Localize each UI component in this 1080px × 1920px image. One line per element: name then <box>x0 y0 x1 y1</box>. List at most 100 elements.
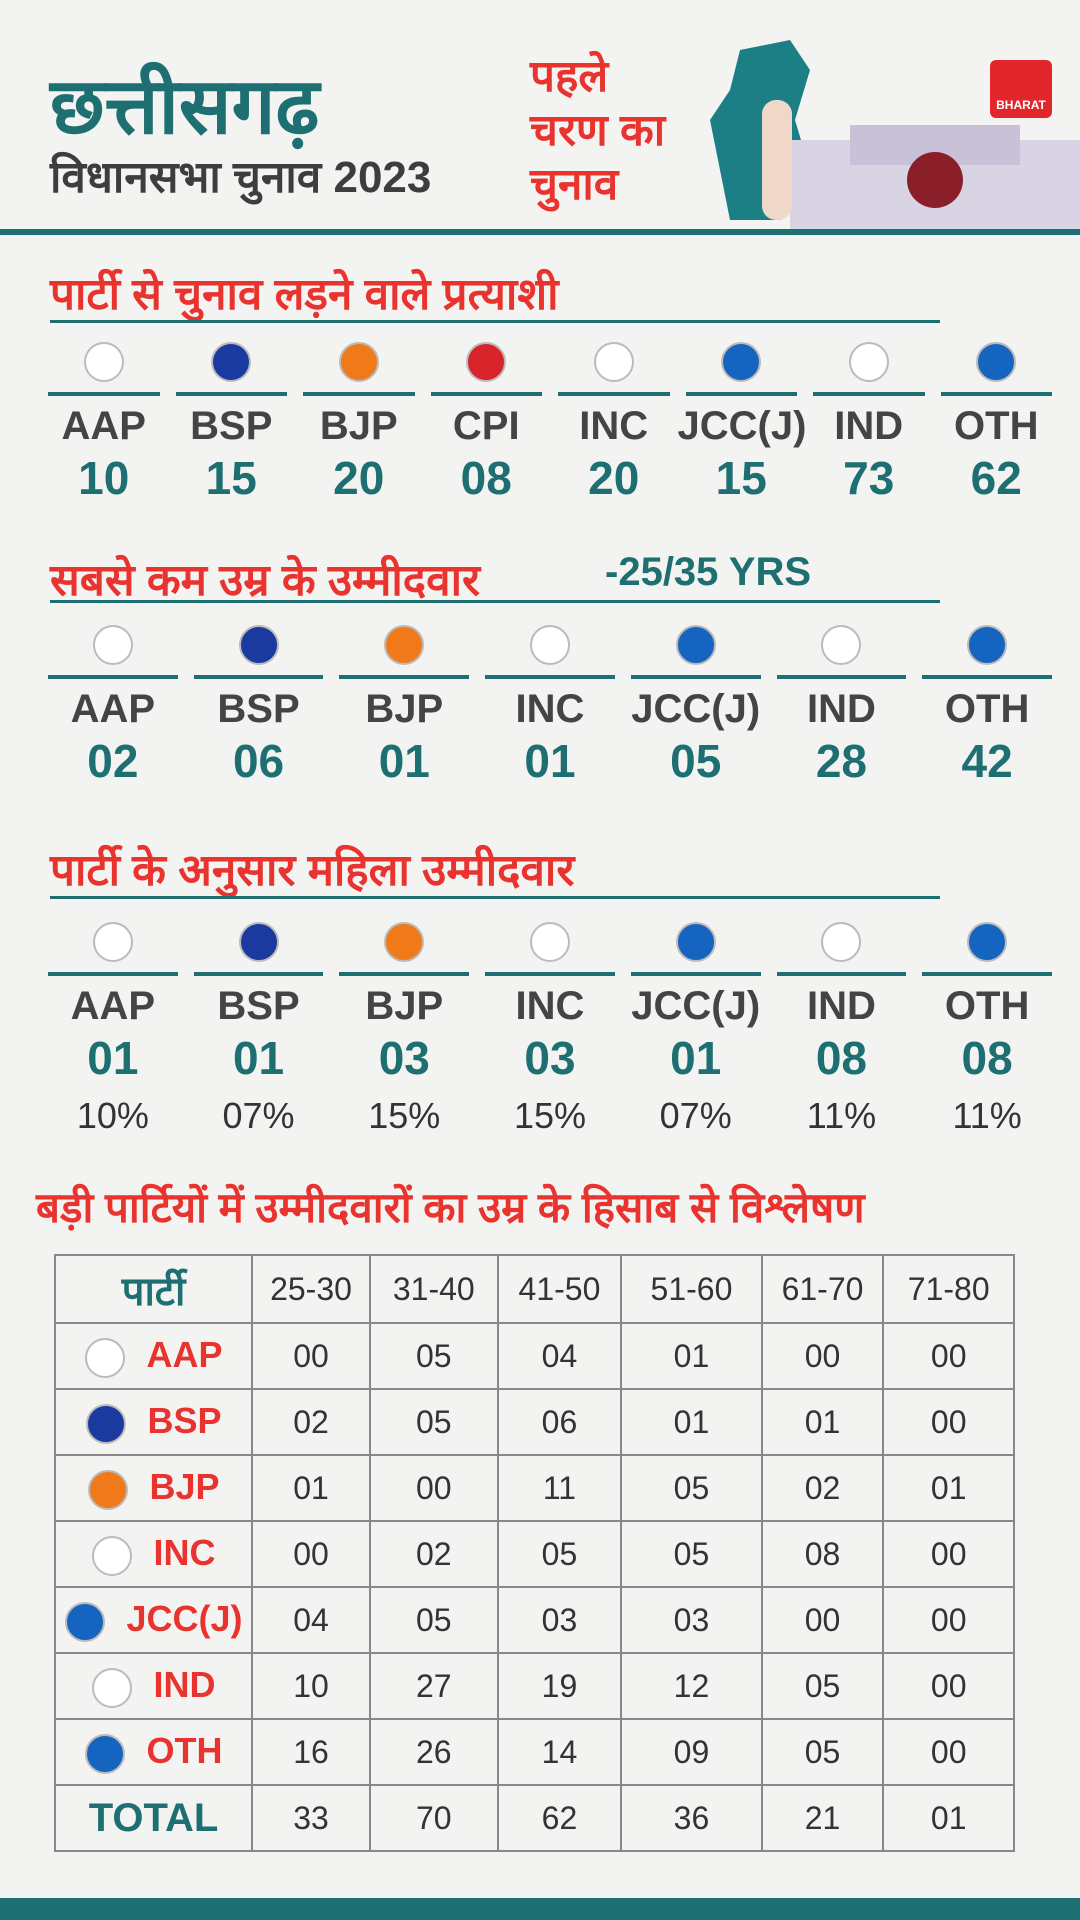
total-cell: 36 <box>620 1784 763 1852</box>
party-count: 01 <box>378 735 430 787</box>
party-label: OTH <box>954 404 1039 448</box>
party-icon <box>84 1734 125 1775</box>
section-rule <box>50 896 940 899</box>
table-party-cell: IND <box>53 1652 254 1720</box>
party-icon <box>87 1470 128 1511</box>
party-count: 28 <box>815 735 867 787</box>
party-icon <box>675 922 716 962</box>
total-label: TOTAL <box>53 1784 254 1852</box>
party-icon <box>848 342 889 382</box>
party-column: CPI 08 <box>423 342 551 505</box>
table-cell: 08 <box>760 1520 885 1588</box>
party-percent: 15% <box>368 1095 441 1136</box>
table-cell: 02 <box>368 1520 499 1588</box>
table-cell: 00 <box>882 1322 1015 1390</box>
total-cell: 21 <box>760 1784 885 1852</box>
party-icon <box>529 922 570 962</box>
party-label: JCC(J) <box>677 404 807 448</box>
table-cell: 04 <box>251 1586 371 1654</box>
table-party-cell: BJP <box>53 1454 254 1522</box>
party-icon <box>675 625 716 665</box>
party-icon <box>238 625 279 665</box>
party-label: IND <box>806 687 876 731</box>
party-column: OTH 42 <box>914 625 1060 788</box>
party-icon <box>384 922 425 962</box>
party-count: 05 <box>670 735 722 787</box>
party-label: BJP <box>319 404 398 448</box>
table-cell: 10 <box>251 1652 371 1720</box>
party-label: BJP <box>365 687 444 731</box>
party-column: JCC(J) 15 <box>678 342 806 505</box>
party-bar <box>303 392 415 396</box>
party-name: OTH <box>146 1729 223 1771</box>
table-cell: 05 <box>496 1520 623 1588</box>
party-column: AAP 10 <box>40 342 168 505</box>
party-label: INC <box>515 687 585 731</box>
table-cell: 02 <box>760 1454 885 1522</box>
footer-band <box>0 1898 1080 1920</box>
party-column: JCC(J) 05 <box>623 625 769 788</box>
table-cell: 01 <box>251 1454 371 1522</box>
party-column: BJP 03 15% <box>331 922 477 1137</box>
party-name: JCC(J) <box>126 1597 243 1639</box>
table-cell: 14 <box>496 1718 623 1786</box>
party-bar <box>48 392 160 396</box>
party-column: IND 28 <box>769 625 915 788</box>
table-cell: 00 <box>368 1454 499 1522</box>
table-total-row: TOTAL 33 70 62 36 21 01 <box>53 1784 1015 1852</box>
party-label: BSP <box>217 984 300 1028</box>
table-cell: 16 <box>251 1718 371 1786</box>
party-label: CPI <box>452 404 520 448</box>
table-cell: 06 <box>496 1388 623 1456</box>
party-bar <box>685 392 797 396</box>
party-count: 03 <box>524 1032 576 1084</box>
table-title: बड़ी पार्टियों में उम्मीदवारों का उम्र क… <box>36 1184 865 1231</box>
table-row: BJP 01 00 11 05 02 01 <box>53 1454 1015 1522</box>
table-row: JCC(J) 04 05 03 03 00 00 <box>53 1586 1015 1654</box>
party-column: BSP 15 <box>168 342 296 505</box>
table-cell: 27 <box>368 1652 499 1720</box>
table-header-cell: 41-50 <box>496 1254 623 1324</box>
table-party-cell: OTH <box>53 1718 254 1786</box>
party-icon <box>821 922 862 962</box>
party-label: BJP <box>365 984 444 1028</box>
party-bar <box>48 675 178 679</box>
party-percent: 11% <box>806 1095 877 1136</box>
party-percent: 07% <box>222 1095 295 1136</box>
party-count: 08 <box>460 452 512 504</box>
table-cell: 05 <box>368 1388 499 1456</box>
party-label: OTH <box>944 984 1030 1028</box>
party-icon <box>529 625 570 665</box>
party-icon <box>967 922 1008 962</box>
table-cell: 00 <box>882 1652 1015 1720</box>
header-art <box>710 40 1080 230</box>
party-bar <box>813 392 925 396</box>
table-cell: 00 <box>882 1586 1015 1654</box>
party-bar <box>193 972 324 976</box>
table-row: INC 00 02 05 05 08 00 <box>53 1520 1015 1588</box>
section-rule <box>50 600 940 603</box>
party-label: INC <box>515 984 585 1028</box>
party-column: JCC(J) 01 07% <box>623 922 769 1137</box>
party-count: 15 <box>715 452 767 504</box>
party-bar <box>776 972 907 976</box>
party-count: 42 <box>961 735 1013 787</box>
table-cell: 01 <box>620 1388 763 1456</box>
party-count: 01 <box>524 735 576 787</box>
party-count: 08 <box>961 1032 1013 1084</box>
party-column: OTH 62 <box>933 342 1061 505</box>
party-icon <box>64 1602 105 1643</box>
party-bar <box>175 392 287 396</box>
party-label: AAP <box>61 404 146 448</box>
party-icon <box>91 1668 132 1709</box>
party-icon <box>976 342 1017 382</box>
party-label: JCC(J) <box>631 984 761 1028</box>
party-icon <box>84 1338 125 1379</box>
party-label: OTH <box>944 687 1030 731</box>
table-cell: 00 <box>882 1718 1015 1786</box>
party-bar <box>485 972 615 976</box>
table-cell: 00 <box>251 1520 371 1588</box>
party-count: 10 <box>78 452 130 504</box>
header-subtitle: विधानसभा चुनाव 2023 <box>50 153 432 202</box>
